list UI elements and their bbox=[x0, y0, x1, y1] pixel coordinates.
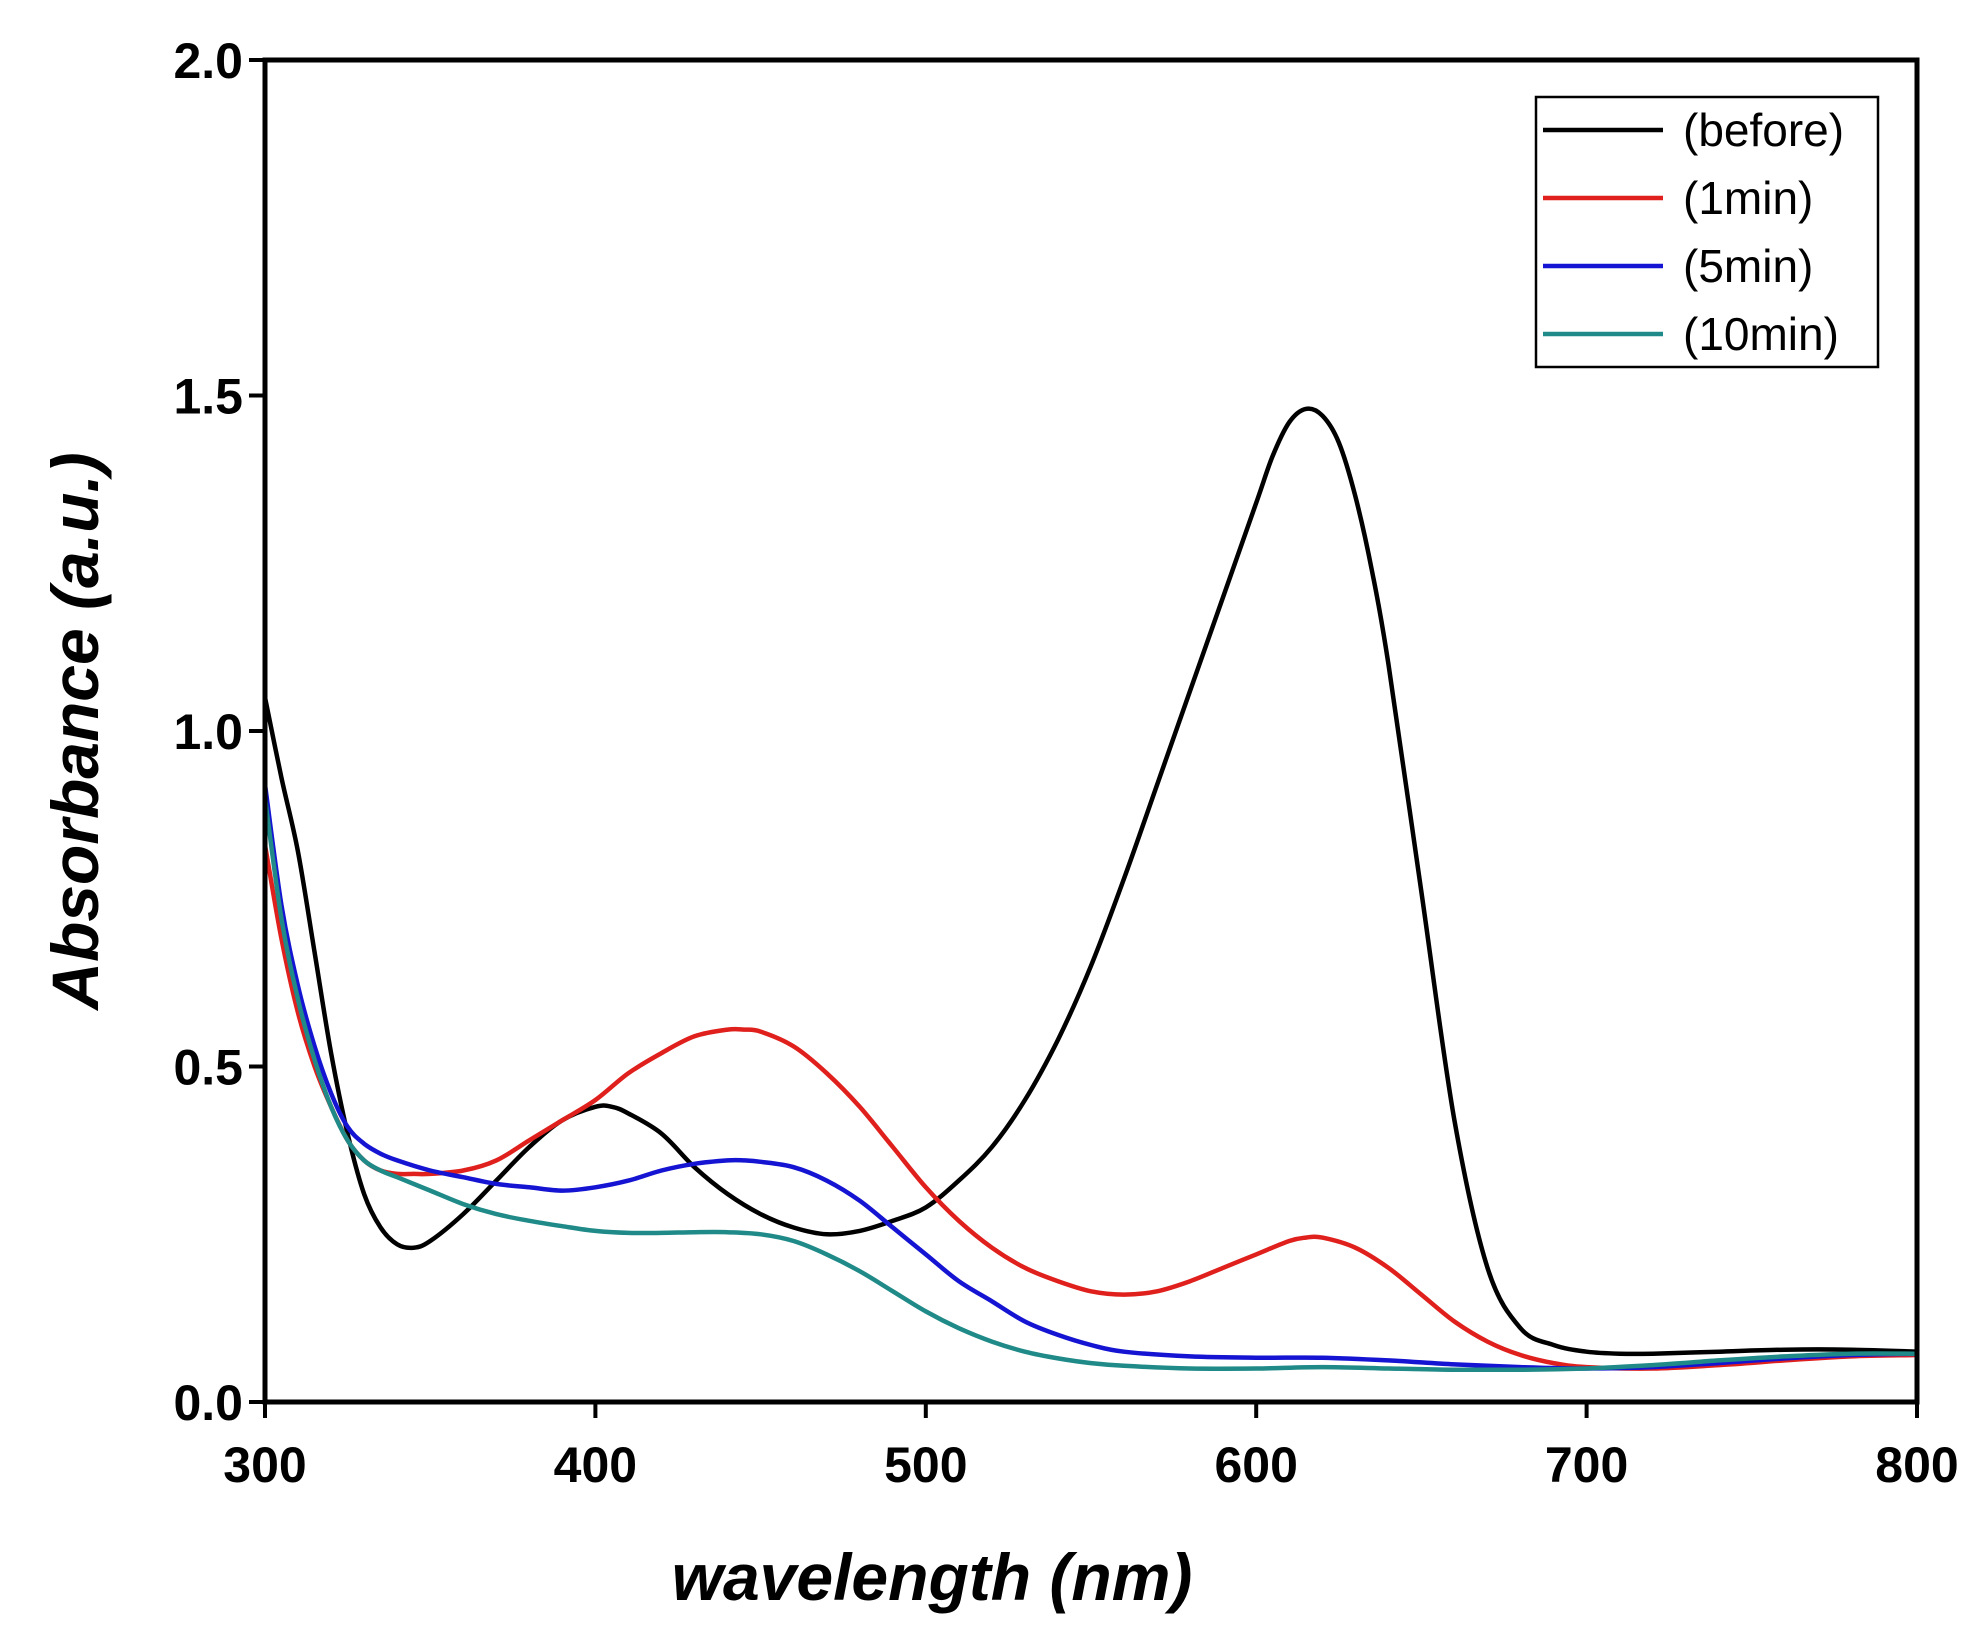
x-tick-label: 800 bbox=[1875, 1437, 1958, 1493]
series-line-1 bbox=[262, 842, 1920, 1371]
x-tick-label: 600 bbox=[1214, 1437, 1297, 1493]
x-tick-label: 400 bbox=[554, 1437, 637, 1493]
series-layer bbox=[262, 406, 1920, 1373]
y-tick-label: 0.5 bbox=[173, 1040, 243, 1096]
legend-label-3: (10min) bbox=[1683, 308, 1839, 360]
series-line-2 bbox=[262, 782, 1920, 1371]
legend-label-1: (1min) bbox=[1683, 172, 1813, 224]
y-tick-label: 1.0 bbox=[173, 704, 243, 760]
y-axis-title: Absorbance (a.u.) bbox=[38, 452, 112, 1011]
legend-box bbox=[1534, 95, 1880, 369]
y-tick-label: 0.0 bbox=[173, 1375, 243, 1431]
ticks-layer: 300 400 500 600 700 800 0.0 0.5 1.0 1.5 2.0 bbox=[173, 33, 1958, 1493]
x-axis-title: wavelength (nm) bbox=[672, 1540, 1193, 1614]
x-tick-label: 300 bbox=[223, 1437, 306, 1493]
series-line-3 bbox=[262, 795, 1920, 1373]
y-tick-label: 2.0 bbox=[173, 33, 243, 89]
legend-label-2: (5min) bbox=[1683, 240, 1813, 292]
series-line-0 bbox=[262, 406, 1920, 1357]
legend-label-0: (before) bbox=[1683, 104, 1844, 156]
legend: (before) (1min) (5min) (10min) bbox=[1534, 95, 1880, 369]
x-tick-label: 500 bbox=[884, 1437, 967, 1493]
y-tick-label: 1.5 bbox=[173, 369, 243, 425]
x-tick-label: 700 bbox=[1545, 1437, 1628, 1493]
